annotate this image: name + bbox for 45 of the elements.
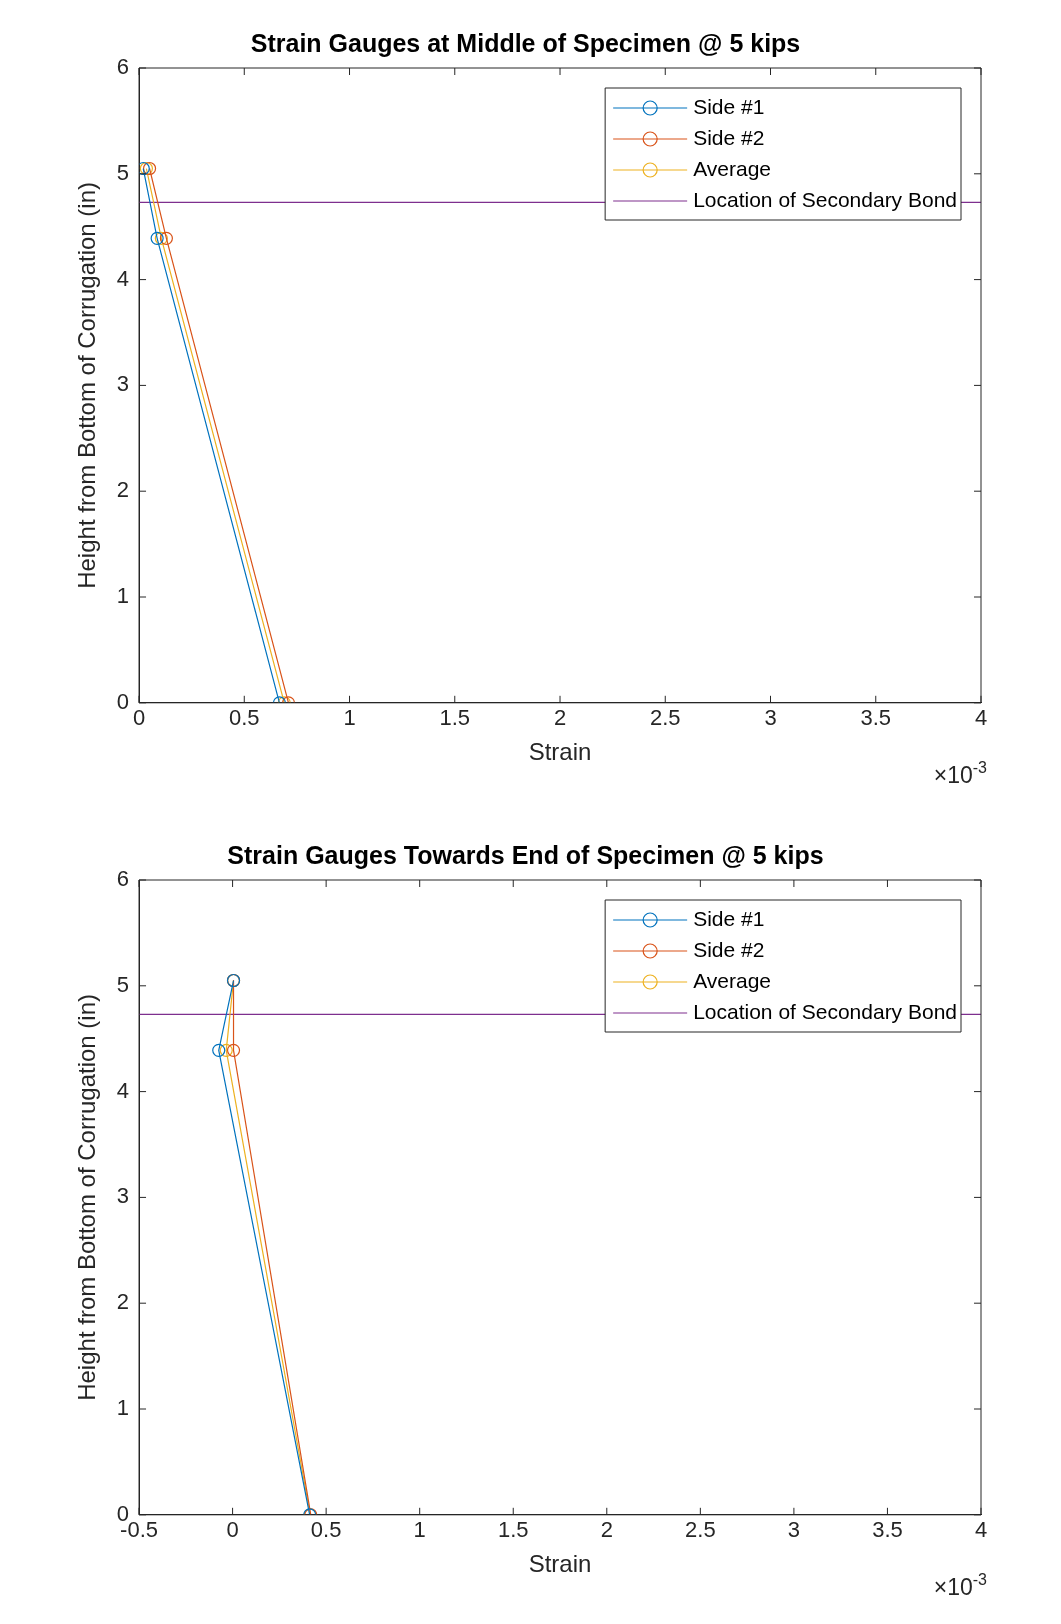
legend-label: Average [693,968,771,992]
ref-line-label: Location of Secondary Bond [693,999,958,1023]
y-tick-label: 3 [116,371,130,397]
y-tick-label: 1 [116,583,130,609]
y-tick-label: 4 [116,265,130,291]
y-tick-label: 3 [116,1183,130,1209]
x-axis-title: Strain [528,1550,592,1578]
x-tick-label: 4 [974,705,988,731]
x-tick-label: 3 [764,705,777,731]
y-tick-label: 0 [116,688,130,714]
ref-line-label: Location of Secondary Bond [693,187,958,211]
y-tick-label: 5 [116,971,130,997]
x-tick-label: 2.5 [649,705,681,731]
y-axis-title: Height from Bottom of Corrugation (in) [73,993,101,1401]
x-tick-label: 0 [226,1517,239,1543]
x-tick-label: 2 [553,705,567,731]
y-tick-label: 5 [116,159,130,185]
x-tick-label: 0.5 [310,1517,342,1543]
x-tick-label: 0 [132,705,146,731]
chart-title: Strain Gauges at Middle of Specimen @ 5 kips [250,28,801,57]
x-tick-label: 1.5 [439,705,471,731]
x-tick-label: 0.5 [228,705,260,731]
chart-title: Strain Gauges Towards End of Specimen @ 5 kips [227,840,824,869]
x-tick-label: 3 [787,1517,801,1543]
x-tick-label: 1 [343,705,356,731]
legend-label: Side #2 [693,125,765,149]
x-tick-label: 3.5 [860,705,892,731]
x-tick-label: 1 [413,1517,426,1543]
legend-label: Side #2 [693,937,765,961]
x-tick-label: 1.5 [497,1517,529,1543]
y-tick-label: 2 [116,1289,130,1315]
x-tick-label: 2 [600,1517,613,1543]
legend-label: Average [693,156,771,180]
legend-label: Side #1 [693,906,765,930]
y-tick-label: 6 [116,54,130,80]
y-tick-label: 2 [116,477,130,503]
x-tick-label: 3.5 [872,1517,903,1543]
y-tick-label: 1 [116,1395,130,1421]
y-axis-title: Height from Bottom of Corrugation (in) [73,181,101,589]
x-axis-title: Strain [528,738,592,766]
y-tick-label: 4 [116,1077,130,1103]
legend-label: Side #1 [693,94,765,118]
x-tick-label: 4 [974,1517,988,1543]
x-tick-label: 2.5 [685,1517,716,1543]
y-tick-label: 6 [116,866,130,892]
